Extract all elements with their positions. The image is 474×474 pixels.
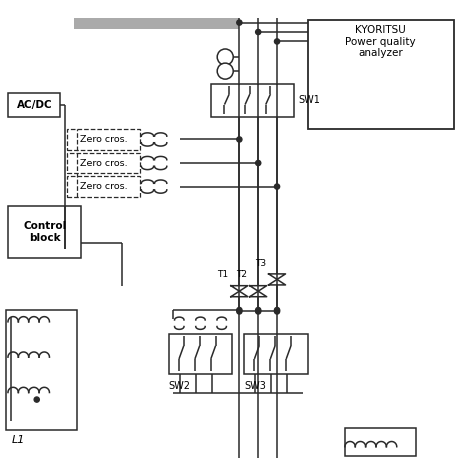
Text: AC/DC: AC/DC (17, 100, 52, 110)
Bar (9, 93, 60, 117)
Bar (211, 84, 293, 117)
Text: KYORITSU
Power quality
analyzer: KYORITSU Power quality analyzer (346, 25, 416, 58)
Circle shape (255, 160, 261, 165)
Text: T2: T2 (236, 270, 247, 279)
Circle shape (237, 20, 242, 25)
Circle shape (274, 39, 280, 44)
Circle shape (237, 309, 242, 314)
Circle shape (217, 63, 233, 79)
Text: L1: L1 (12, 435, 25, 445)
Bar (244, 334, 308, 374)
Text: SW3: SW3 (244, 381, 266, 391)
Bar (67, 176, 140, 197)
Circle shape (237, 308, 242, 313)
Text: T1: T1 (217, 270, 228, 279)
Bar (169, 334, 232, 374)
Circle shape (237, 137, 242, 142)
Bar (346, 428, 416, 456)
Bar (67, 153, 140, 173)
Circle shape (255, 308, 261, 313)
Bar (74, 18, 239, 29)
Circle shape (34, 397, 39, 402)
Bar (9, 206, 82, 258)
Text: Zero cros.: Zero cros. (80, 182, 128, 191)
Bar (308, 20, 454, 128)
Circle shape (217, 49, 233, 65)
Text: Zero cros.: Zero cros. (80, 158, 128, 167)
Circle shape (274, 308, 280, 313)
Text: T3: T3 (255, 259, 266, 268)
Text: SW1: SW1 (298, 95, 320, 105)
Bar (6, 310, 77, 430)
Circle shape (255, 309, 261, 314)
Circle shape (274, 184, 280, 189)
Bar (67, 129, 140, 150)
Text: Control
block: Control block (23, 221, 67, 243)
Text: Zero cros.: Zero cros. (80, 135, 128, 144)
Text: SW2: SW2 (169, 381, 191, 391)
Circle shape (274, 309, 280, 314)
Circle shape (255, 29, 261, 35)
